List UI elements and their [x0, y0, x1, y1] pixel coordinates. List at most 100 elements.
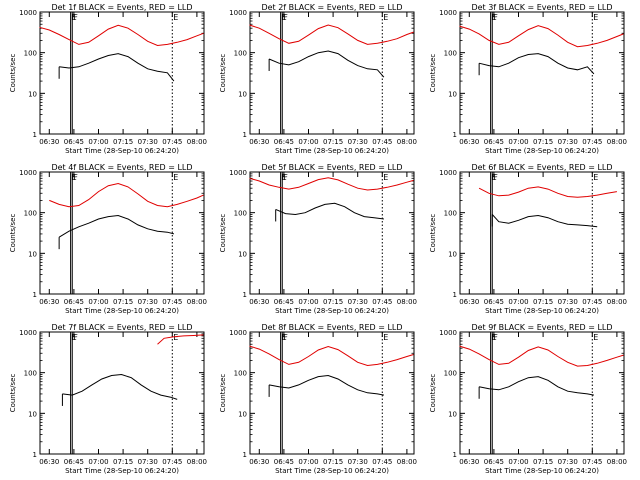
- chart-title: Det 6f BLACK = Events, RED = LLD: [471, 163, 612, 172]
- x-tick-label: 08:00: [187, 298, 207, 306]
- chart-title: Det 8f BLACK = Events, RED = LLD: [261, 323, 402, 332]
- chart-title: Det 4f BLACK = Events, RED = LLD: [51, 163, 192, 172]
- y-axis-label: Counts/sec: [9, 54, 17, 93]
- events-series-line: [478, 53, 595, 75]
- x-tick-label: 07:00: [298, 458, 318, 466]
- x-tick-label: 06:45: [64, 298, 84, 306]
- x-tick-label: 08:00: [397, 138, 417, 146]
- event-marker-label: F: [493, 333, 498, 342]
- x-tick-label: 07:45: [582, 458, 602, 466]
- x-tick-label: 06:30: [39, 458, 59, 466]
- y-tick-label: 100: [444, 210, 457, 218]
- x-tick-label: 06:45: [274, 138, 294, 146]
- event-marker-label: E: [492, 173, 497, 182]
- x-tick-label: 07:30: [558, 138, 578, 146]
- events-series-line: [62, 373, 178, 400]
- y-tick-label: 1000: [439, 169, 457, 177]
- y-tick-label: 10: [28, 410, 37, 418]
- lld-series-line: [249, 177, 414, 191]
- plot-frame: [249, 11, 415, 135]
- x-tick-label: 08:00: [607, 138, 627, 146]
- event-marker-label: F: [73, 13, 78, 22]
- x-tick-label: 07:15: [113, 458, 133, 466]
- x-axis-label: Start Time (28-Sep-10 06:24:20): [65, 467, 179, 475]
- x-tick-label: 07:15: [533, 138, 553, 146]
- y-tick-label: 10: [448, 250, 457, 258]
- chart-panel-9: Det 9f BLACK = Events, RED = LLD 1 10 100 10…: [429, 323, 627, 475]
- y-axis-label: Counts/sec: [9, 214, 17, 253]
- chart-panel-2: Det 2f BLACK = Events, RED = LLD 1 10 100 10…: [219, 3, 417, 155]
- y-tick-label: 1: [33, 131, 37, 139]
- y-tick-label: 10: [238, 90, 247, 98]
- y-axis-label: Counts/sec: [219, 214, 227, 253]
- x-tick-label: 08:00: [607, 458, 627, 466]
- event-marker-label: E: [492, 333, 497, 342]
- x-tick-label: 07:15: [323, 458, 343, 466]
- x-tick-label: 07:30: [558, 298, 578, 306]
- y-tick-label: 1000: [19, 329, 37, 337]
- y-tick-label: 1000: [229, 169, 247, 177]
- x-tick-label: 07:00: [508, 138, 528, 146]
- events-series-line: [491, 214, 598, 228]
- x-tick-label: 06:30: [39, 298, 59, 306]
- x-tick-label: 08:00: [397, 458, 417, 466]
- y-tick-label: 10: [28, 250, 37, 258]
- x-tick-label: 07:15: [533, 458, 553, 466]
- event-marker-label: E: [72, 173, 77, 182]
- x-tick-label: 07:45: [162, 138, 182, 146]
- plot-frame: [459, 331, 625, 455]
- y-tick-label: 100: [24, 210, 37, 218]
- x-tick-label: 07:30: [138, 298, 158, 306]
- y-tick-label: 1000: [439, 329, 457, 337]
- x-tick-label: 07:45: [582, 138, 602, 146]
- event-marker-label: E: [173, 333, 178, 342]
- event-marker-label: E: [383, 13, 388, 22]
- event-marker-label: E: [593, 333, 598, 342]
- x-tick-label: 06:30: [249, 138, 269, 146]
- x-tick-label: 06:45: [64, 458, 84, 466]
- y-axis-label: Counts/sec: [9, 374, 17, 413]
- chart-title: Det 7f BLACK = Events, RED = LLD: [51, 323, 192, 332]
- x-tick-label: 07:00: [298, 298, 318, 306]
- x-tick-label: 07:15: [533, 298, 553, 306]
- event-marker-label: F: [283, 333, 288, 342]
- x-tick-label: 08:00: [187, 458, 207, 466]
- y-tick-label: 1: [243, 131, 247, 139]
- y-axis-label: Counts/sec: [429, 54, 437, 93]
- chart-panel-8: Det 8f BLACK = Events, RED = LLD 1 10 100 10…: [219, 323, 417, 475]
- events-series-line: [59, 53, 175, 82]
- lld-series-line: [49, 182, 204, 208]
- event-marker-label: F: [493, 13, 498, 22]
- y-tick-label: 1: [243, 451, 247, 459]
- x-tick-label: 07:00: [88, 458, 108, 466]
- x-tick-label: 06:45: [64, 138, 84, 146]
- x-tick-label: 07:00: [508, 298, 528, 306]
- x-tick-label: 07:45: [372, 138, 392, 146]
- x-tick-label: 07:15: [323, 138, 343, 146]
- y-tick-label: 1000: [19, 9, 37, 17]
- x-axis-label: Start Time (28-Sep-10 06:24:20): [275, 467, 389, 475]
- y-tick-label: 100: [444, 50, 457, 58]
- y-tick-label: 1000: [229, 9, 247, 17]
- y-axis-label: Counts/sec: [219, 374, 227, 413]
- lld-series-line: [459, 25, 624, 48]
- event-marker-label: E: [173, 173, 178, 182]
- events-series-line: [479, 376, 594, 396]
- y-tick-label: 1: [33, 451, 37, 459]
- plot-frame: [459, 11, 625, 135]
- x-tick-label: 07:45: [162, 298, 182, 306]
- event-marker-label: F: [283, 173, 288, 182]
- lld-series-line: [249, 24, 414, 45]
- y-tick-label: 1000: [229, 329, 247, 337]
- y-tick-label: 10: [238, 250, 247, 258]
- x-tick-label: 07:00: [298, 138, 318, 146]
- x-axis-label: Start Time (28-Sep-10 06:24:20): [485, 147, 599, 155]
- x-tick-label: 06:45: [274, 458, 294, 466]
- x-tick-label: 07:15: [323, 298, 343, 306]
- x-axis-label: Start Time (28-Sep-10 06:24:20): [275, 307, 389, 315]
- chart-panel-5: Det 5f BLACK = Events, RED = LLD 1 10 100 10…: [219, 163, 417, 315]
- y-tick-label: 100: [24, 370, 37, 378]
- events-series-line: [58, 214, 175, 238]
- y-tick-label: 10: [238, 410, 247, 418]
- x-tick-label: 07:30: [348, 138, 368, 146]
